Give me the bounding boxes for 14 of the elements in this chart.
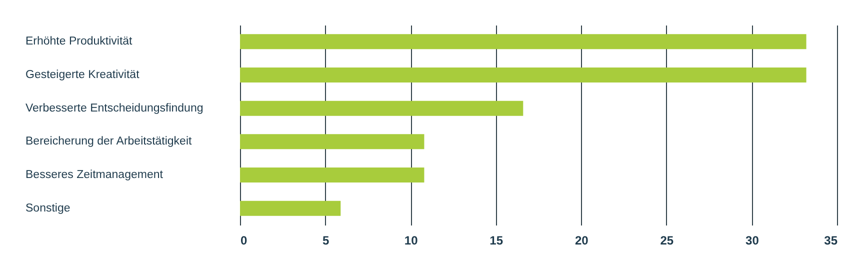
y-tick-label: Sonstige [26,202,70,214]
y-tick-label: Besseres Zeitmanagement [26,169,164,181]
x-tick-label: 5 [322,234,330,248]
x-tick-label: 20 [574,234,589,248]
x-tick-label: 10 [404,234,418,248]
x-tick-label: 30 [746,234,760,248]
y-tick-label: Verbesserte Entscheidungsfindung [26,102,204,114]
x-tick-label: 0 [240,234,248,248]
y-tick-label: Bereicherung der Arbeitstätigkeit [26,136,193,148]
y-tick-label: Gesteigerte Kreativität [26,69,140,81]
x-tick-label: 35 [824,234,838,248]
y-tick-label: Erhöhte Produktivität [26,36,134,48]
x-tick-label: 15 [490,234,504,248]
x-tick-label: 25 [660,234,674,248]
